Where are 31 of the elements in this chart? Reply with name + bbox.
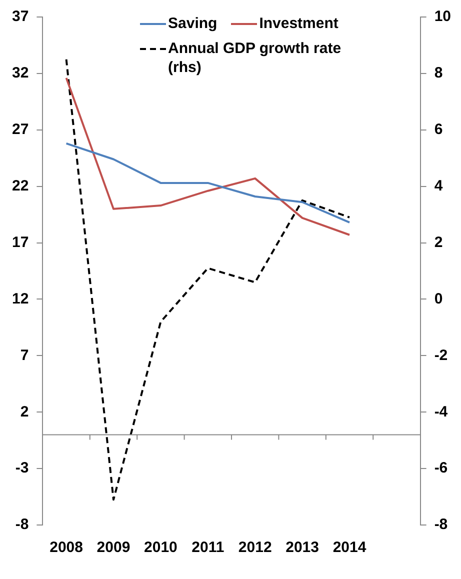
x-tick-label: 2011	[192, 539, 224, 556]
legend-label: Investment	[259, 14, 338, 33]
x-tick-label: 2013	[286, 539, 319, 556]
x-tick-label: 2012	[238, 539, 272, 556]
y2-tick-label: 2	[434, 234, 443, 251]
y2-tick-label: 6	[434, 121, 443, 138]
line-series	[65, 58, 351, 501]
y-tick-label: 12	[12, 290, 29, 308]
x-tick-label: 2009	[96, 539, 130, 556]
x-tick-label: 2014	[332, 539, 367, 556]
y-tick-label: 2	[20, 403, 29, 420]
legend-label: Annual GDP growth rate (rhs)	[168, 39, 342, 77]
y2-tick-label: 4	[434, 177, 444, 194]
legend-label: Saving	[168, 14, 218, 33]
y2-tick-label: -4	[434, 403, 448, 420]
y-tick-label: -8	[15, 516, 29, 534]
y-tick-label: 17	[12, 234, 29, 251]
y2-tick-label: 10	[434, 8, 452, 26]
x-tick-label: 2010	[144, 539, 178, 556]
y2-tick-label: -8	[434, 516, 448, 534]
y-tick-label: 37	[12, 8, 29, 26]
x-tick-label: 2008	[50, 539, 83, 556]
y-tick-label: 22	[12, 177, 29, 194]
y-tick-label: 7	[20, 346, 29, 364]
y2-tick-label: -6	[434, 460, 448, 477]
y-tick-label: -3	[15, 460, 29, 477]
y-tick-label: 27	[12, 121, 29, 138]
y-tick-label: 32	[12, 64, 29, 82]
y2-tick-label: 8	[434, 64, 443, 82]
y2-tick-label: 0	[434, 290, 443, 308]
y2-tick-label: -2	[434, 346, 448, 364]
